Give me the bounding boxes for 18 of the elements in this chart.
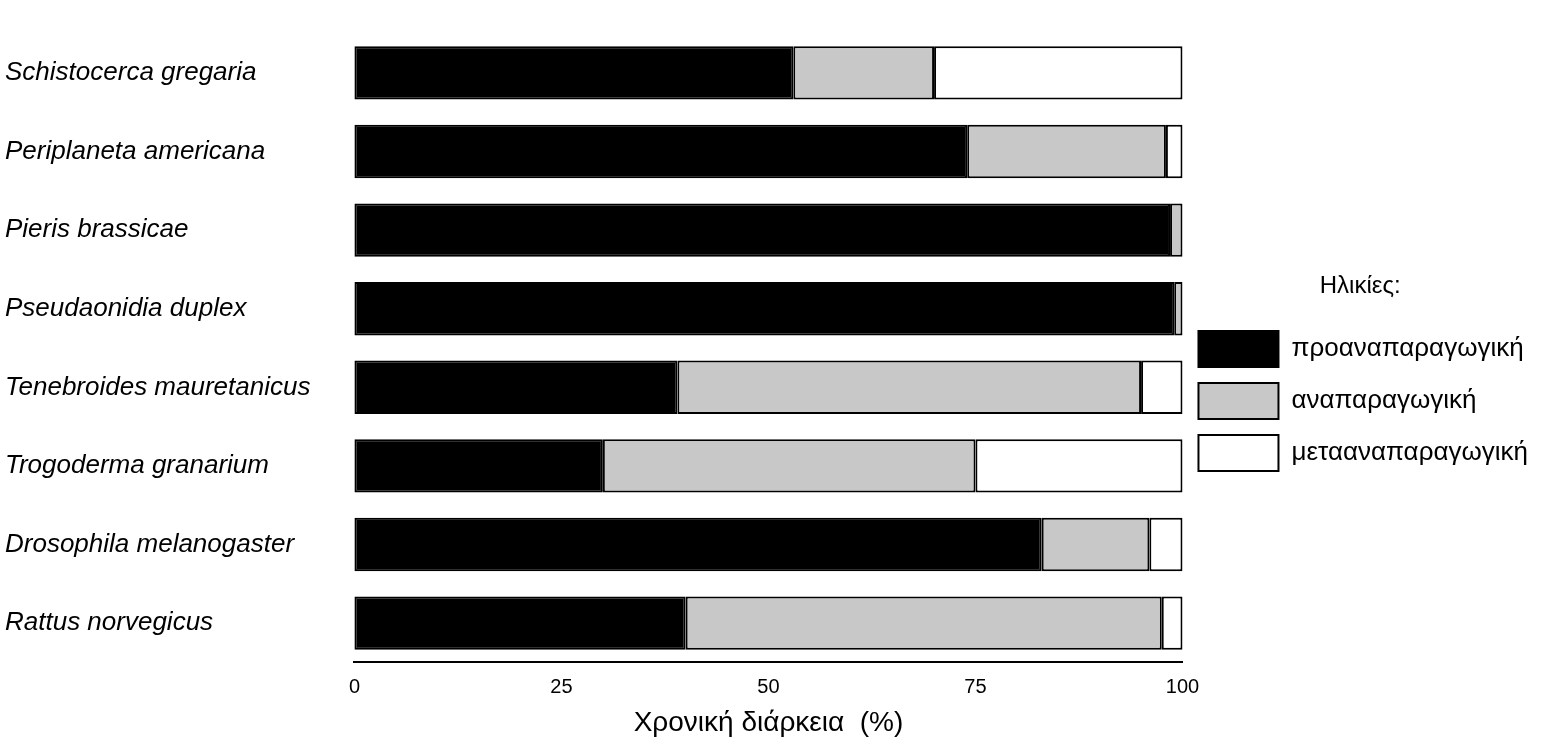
x-axis-title: Χρονική διάρκεια (%) — [633, 705, 904, 737]
legend-title: Ηλικίες: — [1319, 270, 1401, 298]
y-tick-label: Pieris brassicae — [5, 213, 189, 244]
x-tick-label: 75 — [964, 674, 987, 697]
x-tick-label: 50 — [757, 674, 780, 697]
legend-label: προαναπαραγωγική — [1291, 332, 1524, 363]
y-tick-label: Periplaneta americana — [5, 134, 266, 165]
x-tick-label: 25 — [550, 674, 573, 697]
y-tick-label: Tenebroides mauretanicus — [5, 370, 311, 401]
y-tick-label: Pseudaonidia duplex — [5, 291, 248, 322]
y-tick-label: Rattus norvegicus — [5, 606, 214, 637]
x-tick-label: 0 — [348, 674, 361, 697]
y-tick-label: Trogoderma granarium — [5, 449, 269, 480]
y-tick-label: Schistocerca gregaria — [5, 56, 257, 87]
y-tick-label: Drosophila melanogaster — [5, 527, 296, 558]
legend-label: μετααναπαραγωγική — [1291, 436, 1528, 467]
x-tick-label: 100 — [1165, 674, 1200, 697]
legend-label: αναπαραγωγική — [1291, 384, 1477, 415]
